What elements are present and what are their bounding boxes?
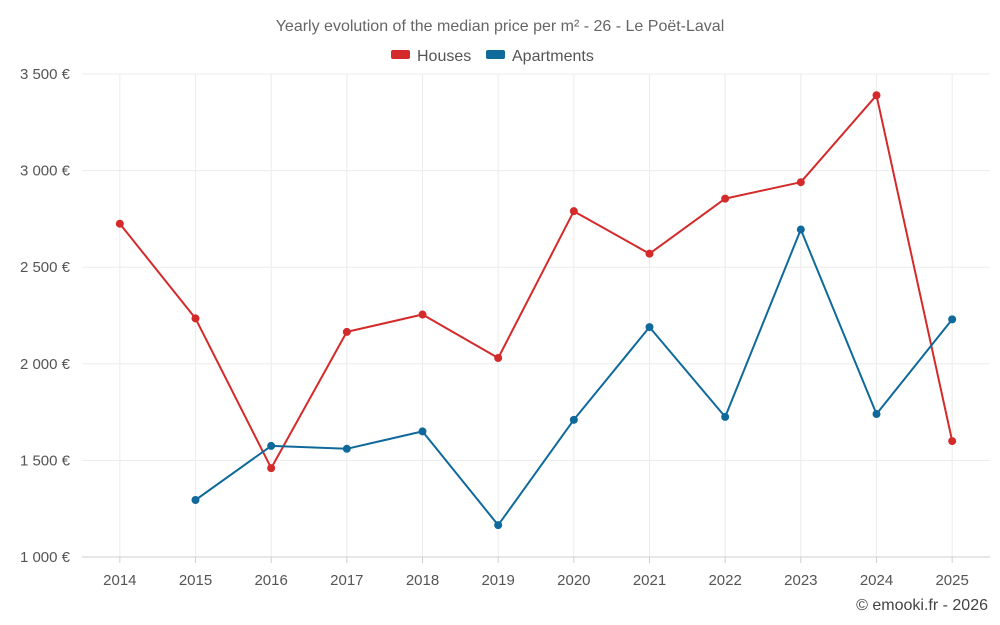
legend-swatch-houses[interactable] [391, 50, 410, 59]
point-apartments-2021[interactable] [645, 323, 654, 332]
y-tick-label: 3 500 € [20, 66, 71, 83]
point-apartments-2019[interactable] [494, 521, 503, 530]
point-houses-2017[interactable] [342, 327, 351, 336]
chart-title: Yearly evolution of the median price per… [276, 18, 725, 35]
point-houses-2016[interactable] [267, 464, 276, 473]
x-axis: 2014 2015 2016 2017 2018 2019 2020 2021 2022 2023… [82, 556, 990, 589]
point-houses-2018[interactable] [418, 310, 427, 319]
point-apartments-2020[interactable] [569, 415, 578, 424]
point-houses-2021[interactable] [645, 249, 654, 258]
point-houses-2020[interactable] [569, 207, 578, 216]
x-tick-label: 2018 [406, 572, 439, 589]
point-apartments-2015[interactable] [191, 496, 200, 505]
point-apartments-2023[interactable] [796, 225, 805, 234]
point-houses-2015[interactable] [191, 314, 200, 323]
x-tick-label: 2014 [103, 572, 136, 589]
point-houses-2022[interactable] [721, 194, 730, 203]
legend-label-apartments[interactable]: Apartments [512, 48, 594, 65]
x-tick-label: 2022 [708, 572, 741, 589]
point-apartments-2018[interactable] [418, 427, 427, 436]
legend-label-houses[interactable]: Houses [417, 48, 471, 65]
y-tick-label: 2 500 € [20, 259, 71, 276]
point-houses-2025[interactable] [948, 437, 957, 446]
point-apartments-2016[interactable] [267, 441, 276, 450]
y-tick-label: 2 000 € [20, 356, 71, 373]
credit-text: © emooki.fr - 2026 [856, 597, 988, 614]
x-tick-label: 2023 [784, 572, 817, 589]
x-tick-label: 2019 [481, 572, 514, 589]
point-apartments-2024[interactable] [872, 410, 881, 419]
point-houses-2019[interactable] [494, 354, 503, 363]
legend: Houses Apartments [391, 48, 594, 65]
y-axis: 1 000 € 1 500 € 2 000 € 2 500 € 3 000 € 3 500… [20, 66, 71, 566]
y-tick-label: 1 500 € [20, 452, 71, 469]
x-tick-label: 2021 [633, 572, 666, 589]
point-houses-2023[interactable] [796, 178, 805, 187]
x-tick-label: 2017 [330, 572, 363, 589]
legend-swatch-apartments[interactable] [486, 50, 505, 59]
series-layer [115, 91, 957, 530]
point-apartments-2025[interactable] [948, 315, 957, 324]
series-line-houses [119, 94, 954, 470]
grid-lines [82, 73, 990, 557]
point-houses-2014[interactable] [115, 219, 124, 228]
x-tick-label: 2015 [179, 572, 212, 589]
x-tick-label: 2024 [860, 572, 893, 589]
y-tick-label: 1 000 € [20, 549, 71, 566]
point-houses-2024[interactable] [872, 91, 881, 100]
y-tick-label: 3 000 € [20, 163, 71, 180]
x-tick-label: 2020 [557, 572, 590, 589]
x-tick-label: 2025 [935, 572, 968, 589]
x-tick-label: 2016 [254, 572, 287, 589]
point-apartments-2017[interactable] [342, 444, 351, 453]
point-apartments-2022[interactable] [721, 412, 730, 421]
